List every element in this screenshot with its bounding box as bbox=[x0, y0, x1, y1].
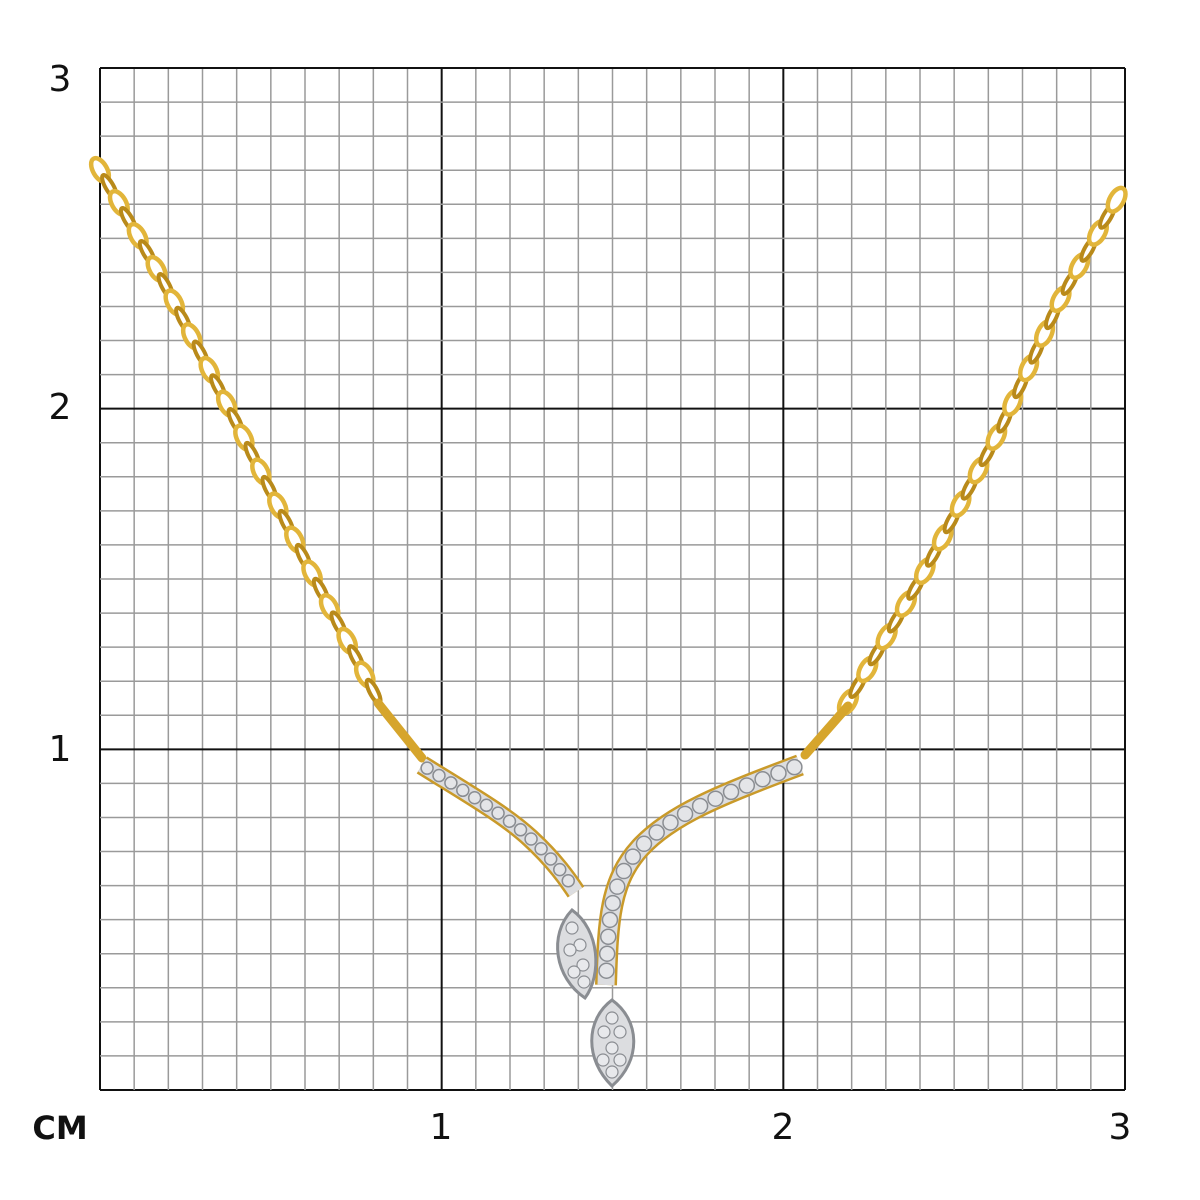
diamond-stone bbox=[635, 835, 653, 853]
x-label-1: 1 bbox=[429, 1107, 453, 1148]
diamond-stone bbox=[676, 805, 694, 823]
diamond-stone bbox=[565, 921, 579, 935]
diamond-pendant bbox=[373, 698, 853, 1089]
diamond-stone bbox=[543, 852, 558, 866]
diamond-stone bbox=[598, 962, 615, 979]
diamond-stone bbox=[577, 975, 591, 989]
diamond-stone bbox=[567, 965, 581, 979]
x-label-3: 3 bbox=[1108, 1107, 1132, 1148]
diamond-stone bbox=[534, 841, 548, 856]
x-label-2: 2 bbox=[771, 1107, 795, 1148]
unit-label: CM bbox=[32, 1109, 88, 1147]
diamond-stone bbox=[624, 848, 642, 865]
diamond-stone bbox=[662, 814, 679, 831]
diamond-stone bbox=[576, 958, 590, 972]
diamond-stone bbox=[596, 1053, 610, 1067]
chain-link bbox=[1105, 185, 1128, 214]
diamond-stone bbox=[444, 776, 458, 790]
diamond-stone bbox=[597, 1025, 611, 1039]
necklace-chain bbox=[88, 155, 1128, 716]
diamond-stone bbox=[598, 945, 616, 962]
diamond-stone bbox=[599, 928, 617, 945]
diamond-stone bbox=[738, 777, 756, 794]
diamond-stone bbox=[605, 1065, 619, 1079]
diamond-stone bbox=[770, 764, 787, 782]
diamond-stone bbox=[601, 911, 619, 929]
diamond-stone bbox=[722, 783, 740, 801]
diamond-stone bbox=[561, 874, 575, 888]
diamond-stone bbox=[432, 768, 446, 783]
left-gold-tube bbox=[373, 698, 427, 763]
diamond-stone bbox=[491, 806, 505, 820]
diamond-stone bbox=[615, 862, 633, 880]
diamond-stone bbox=[691, 797, 709, 815]
diamond-stone bbox=[524, 832, 538, 846]
diamond-stone bbox=[613, 1025, 627, 1039]
y-label-1: 1 bbox=[48, 729, 72, 770]
diamond-stone bbox=[563, 943, 577, 957]
diamond-stone bbox=[479, 798, 494, 813]
y-label-2: 2 bbox=[48, 387, 72, 428]
diamond-stone bbox=[467, 790, 482, 805]
diamond-stone bbox=[420, 761, 434, 775]
diamond-stone bbox=[754, 770, 771, 788]
diamond-stone bbox=[609, 878, 626, 895]
y-label-3: 3 bbox=[48, 59, 72, 100]
upper-marquise-leaf bbox=[556, 908, 598, 1001]
diamond-stone bbox=[648, 824, 665, 841]
diamond-stone bbox=[513, 823, 528, 837]
diamond-stone bbox=[605, 1011, 619, 1025]
right-gold-tube bbox=[800, 701, 853, 760]
diamond-stone bbox=[456, 783, 470, 798]
diamond-stone bbox=[553, 862, 567, 877]
diamond-stone bbox=[707, 790, 724, 807]
diamond-stone bbox=[613, 1053, 627, 1067]
diamond-stone bbox=[786, 758, 803, 776]
diamond-stone bbox=[502, 814, 517, 828]
diamond-stone bbox=[604, 894, 622, 912]
diamond-stone bbox=[605, 1041, 619, 1055]
